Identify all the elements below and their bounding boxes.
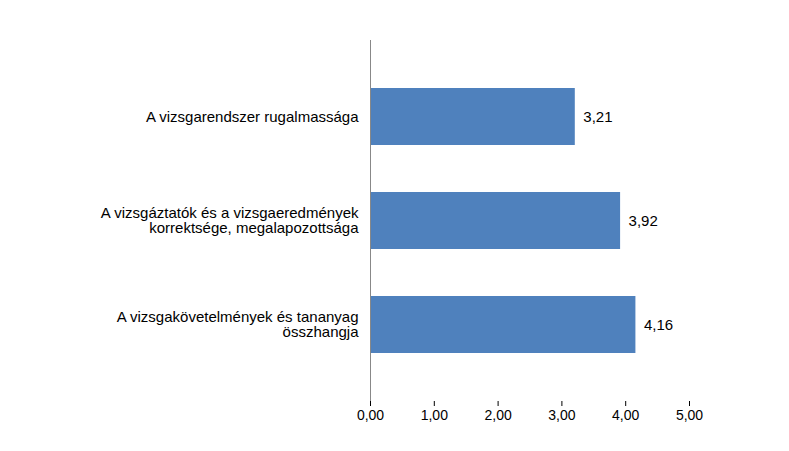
svg-text:4,00: 4,00	[612, 407, 639, 423]
svg-text:3,92: 3,92	[629, 212, 658, 229]
svg-text:3,00: 3,00	[548, 407, 575, 423]
svg-text:1,00: 1,00	[421, 407, 448, 423]
svg-text:2,00: 2,00	[484, 407, 511, 423]
svg-text:4,16: 4,16	[644, 316, 673, 333]
svg-text:5,00: 5,00	[676, 407, 703, 423]
svg-text:A vizsgakövetelmények és tanan: A vizsgakövetelmények és tananyagösszhan…	[117, 308, 359, 340]
svg-text:3,21: 3,21	[583, 108, 612, 125]
svg-text:A vizsgáztatók és a vizsgaered: A vizsgáztatók és a vizsgaeredményekkorr…	[101, 204, 359, 236]
svg-text:0,00: 0,00	[357, 407, 384, 423]
svg-text:A vizsgarendszer rugalmassága: A vizsgarendszer rugalmassága	[146, 108, 359, 125]
